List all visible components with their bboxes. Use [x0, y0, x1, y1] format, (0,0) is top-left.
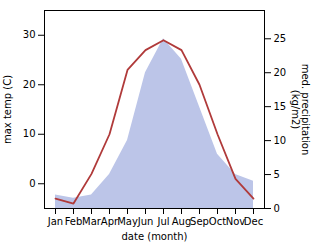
svg-text:Mar: Mar: [82, 216, 102, 227]
svg-text:10: 10: [23, 128, 36, 139]
svg-text:Aug: Aug: [172, 216, 192, 227]
svg-text:Jun: Jun: [137, 216, 154, 227]
svg-text:Apr: Apr: [100, 215, 119, 227]
svg-text:med. precipitation(kg/m2): med. precipitation(kg/m2): [290, 64, 311, 156]
svg-text:May: May: [117, 216, 138, 227]
svg-text:0: 0: [274, 203, 280, 214]
svg-text:20: 20: [23, 79, 36, 90]
svg-text:30: 30: [23, 29, 36, 40]
svg-text:date (month): date (month): [122, 231, 188, 242]
svg-text:Nov: Nov: [226, 216, 246, 227]
svg-text:Oct: Oct: [209, 216, 226, 227]
svg-text:max temp (C): max temp (C): [2, 75, 13, 144]
svg-text:10: 10: [274, 135, 287, 146]
svg-text:5: 5: [274, 169, 280, 180]
svg-text:Jul: Jul: [156, 216, 169, 227]
svg-text:25: 25: [274, 33, 287, 44]
svg-text:Jan: Jan: [47, 216, 63, 227]
svg-text:Feb: Feb: [65, 216, 83, 227]
svg-text:Dec: Dec: [244, 216, 263, 227]
svg-text:15: 15: [274, 101, 287, 112]
svg-text:Sep: Sep: [190, 216, 209, 227]
svg-text:20: 20: [274, 67, 287, 78]
svg-text:0: 0: [29, 178, 35, 189]
